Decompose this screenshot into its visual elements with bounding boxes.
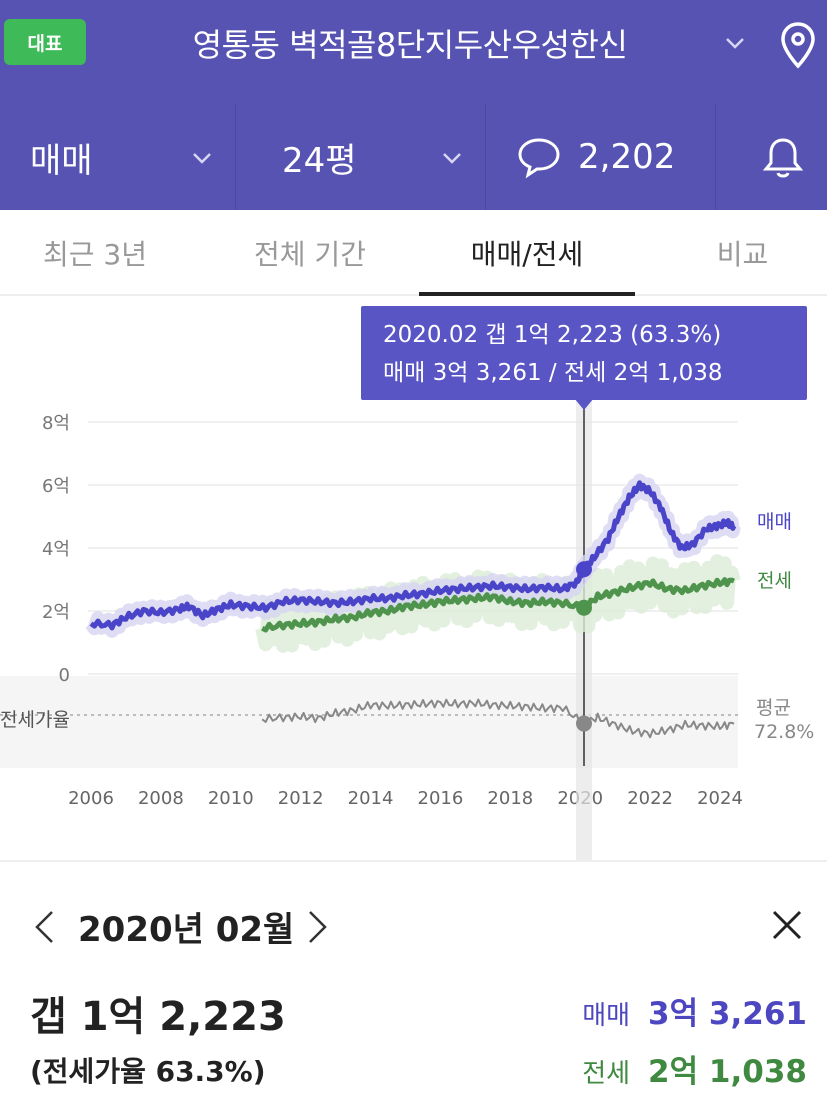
comments-count: 2,202 [578,137,676,177]
size-label: 24평 [282,140,357,181]
tooltip-line-2: 매매 3억 3,261 / 전세 2억 1,038 [383,360,723,386]
tab-compare[interactable]: 비교 [716,238,769,271]
lease-ratio: (전세가율 63.3%) [30,1055,266,1088]
price-chart-canvas[interactable]: 8억 6억 4억 2억 0 2006 2008 2010 2012 2014 2016 2018 20… [0,296,827,860]
lease-series-line [261,577,735,633]
representative-badge: 대표 [4,19,86,65]
average-value: 72.8% [754,721,814,743]
average-label: 평균 [756,697,791,719]
x-tick-label: 2010 [208,788,254,809]
location-pin-icon[interactable] [778,20,818,72]
speech-bubble-icon [518,138,560,179]
trade-marker [576,561,592,578]
filter-bar: 매매 24평 2,202 [0,104,827,210]
bell-icon [762,138,804,178]
tooltip-arrow [574,398,594,410]
chevron-down-icon[interactable] [720,28,750,58]
notification-button[interactable] [716,104,827,210]
chart-tooltip: 2020.02 갭 1억 2,223 (63.3%) 매매 3억 3,261 /… [361,306,807,400]
chevron-down-icon [443,153,461,164]
trade-price-value: 3억 3,261 [648,996,807,1032]
x-tick-label: 2008 [138,788,184,809]
lease-price-value: 2억 1,038 [648,1054,807,1090]
active-tab-indicator [419,292,635,296]
ratio-series-line [261,698,735,739]
tab-trade-lease[interactable]: 매매/전세 [470,238,584,271]
x-tick-label: 2018 [487,788,533,809]
ratio-band [0,676,738,768]
chevron-down-icon [193,153,211,164]
app-header: 대표 영통동 벽적골8단지두산우성한신 매매 24평 2,202 [0,0,827,210]
chevron-right-icon[interactable] [306,908,330,946]
apartment-title[interactable]: 영통동 벽적골8단지두산우성한신 [192,26,628,64]
tab-all-period[interactable]: 전체 기간 [254,238,366,271]
chevron-left-icon[interactable] [32,908,56,946]
section-divider [0,860,827,862]
x-tick-label: 2024 [697,788,743,809]
y-tick-label: 6억 [42,476,70,497]
period-tabs: 최근 3년 전체 기간 매매/전세 비교 [0,210,827,296]
trade-price-row: 매매 3억 3,261 [582,988,807,1033]
lease-marker [576,599,592,616]
tab-recent-3y[interactable]: 최근 3년 [43,238,147,271]
lease-price-row: 전세 2억 1,038 [582,1046,807,1091]
trade-type-select[interactable]: 매매 [0,104,236,210]
price-chart[interactable]: 8억 6억 4억 2억 0 2006 2008 2010 2012 2014 2016 2018 20… [0,296,827,860]
gap-amount: 갭 1억 2,223 [30,994,286,1040]
x-tick-label: 2012 [278,788,324,809]
comments-button[interactable]: 2,202 [486,104,716,210]
x-tick-label: 2022 [627,788,673,809]
ratio-marker [576,715,592,732]
x-tick-label: 2016 [418,788,464,809]
detail-panel: 2020년 02월 갭 1억 2,223 (전세가율 63.3%) 매매 3억 … [0,862,827,1104]
ratio-label: 전세가율 [0,709,70,731]
trade-price-label: 매매 [582,1001,631,1031]
trade-type-label: 매매 [30,140,93,181]
y-tick-label: 8억 [42,413,70,434]
tooltip-line-1: 2020.02 갭 1억 2,223 (63.3%) [383,322,722,348]
close-icon[interactable] [770,908,804,942]
y-tick-label: 0 [59,665,70,686]
lease-price-label: 전세 [582,1059,631,1089]
size-select[interactable]: 24평 [236,104,486,210]
trade-series-line [89,480,737,631]
lease-series-label: 전세 [757,570,792,592]
selected-month: 2020년 02월 [78,910,295,950]
x-tick-label: 2014 [348,788,394,809]
y-tick-label: 4억 [42,539,70,560]
x-tick-label: 2006 [68,788,114,809]
y-tick-label: 2억 [42,602,70,623]
trade-series-label: 매매 [757,511,792,533]
